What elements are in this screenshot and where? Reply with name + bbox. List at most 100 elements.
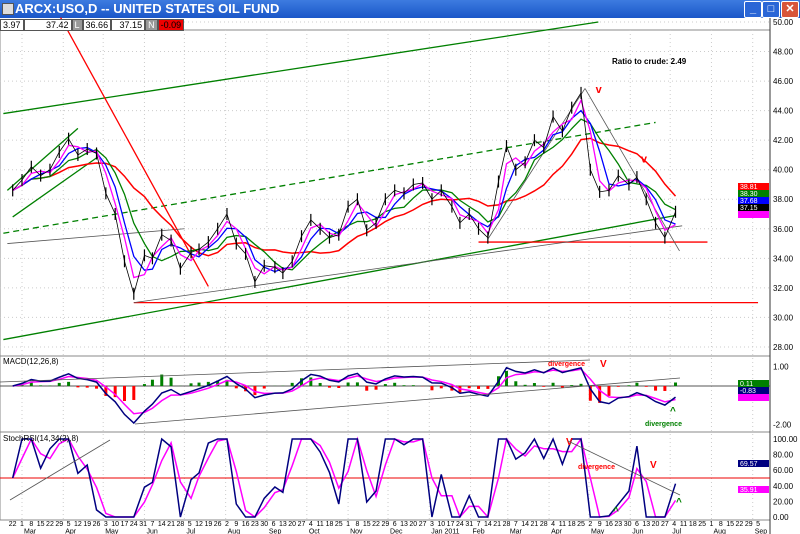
- close-button[interactable]: ✕: [781, 1, 799, 18]
- change-label: N: [145, 19, 158, 31]
- x-tick-day: 14: [484, 521, 492, 528]
- x-tick-day: 22: [46, 521, 54, 528]
- x-tick-day: 23: [251, 521, 259, 528]
- stoch-line: [11, 437, 677, 518]
- x-tick-day: 11: [317, 521, 324, 528]
- x-tick-day: 16: [605, 521, 613, 528]
- x-month-label: Sep: [269, 529, 282, 534]
- x-tick-day: 7: [514, 521, 518, 528]
- x-tick-day: 12: [195, 521, 203, 528]
- x-tick-day: 8: [719, 521, 723, 528]
- macd-mark: divergence: [548, 361, 585, 368]
- last-value-label: 38.30: [740, 191, 758, 198]
- change-value: -0.09: [157, 19, 185, 31]
- price-tick-label: 46.00: [773, 77, 794, 86]
- price-tick-label: 34.00: [773, 254, 794, 263]
- x-tick-day: 18: [326, 521, 334, 528]
- last-value-box: [738, 204, 769, 211]
- maximize-button[interactable]: □: [762, 1, 780, 18]
- app-icon: [2, 3, 14, 15]
- x-tick-day: 29: [55, 521, 63, 528]
- x-tick-day: 27: [419, 521, 427, 528]
- macd-trendline: [134, 377, 681, 425]
- x-tick-day: 15: [363, 521, 371, 528]
- x-tick-day: 30: [624, 521, 632, 528]
- x-month-label: Jun: [632, 529, 643, 534]
- x-tick-day: 11: [559, 521, 566, 528]
- x-tick-day: 29: [745, 521, 753, 528]
- trendline: [12, 157, 97, 218]
- title-bar[interactable]: ARCX:USO,D -- UNITED STATES OIL FUND _ □…: [0, 0, 800, 18]
- x-tick-day: 28: [540, 521, 548, 528]
- minimize-button[interactable]: _: [744, 1, 762, 18]
- x-tick-day: 25: [698, 521, 706, 528]
- x-tick-day: 25: [577, 521, 585, 528]
- x-tick-day: 14: [158, 521, 166, 528]
- x-tick-day: 3: [430, 521, 434, 528]
- last-value-label: 69.57: [740, 461, 758, 468]
- x-tick-day: 15: [37, 521, 45, 528]
- x-tick-day: 19: [83, 521, 91, 528]
- x-month-label: Mar: [510, 529, 523, 534]
- stoch-tick-label: 40.00: [773, 482, 794, 491]
- x-tick-day: 20: [652, 521, 660, 528]
- macd-tick-label: -2.00: [773, 421, 792, 430]
- x-tick-day: 9: [234, 521, 238, 528]
- x-tick-day: 19: [204, 521, 212, 528]
- x-tick-day: 1: [20, 521, 24, 528]
- x-tick-day: 23: [614, 521, 622, 528]
- last-value-label: -0.83: [740, 388, 756, 395]
- ma-fast-line: [12, 98, 676, 279]
- x-tick-day: 11: [680, 521, 687, 528]
- ratio-annotation: Ratio to crude: 2.49: [612, 57, 687, 66]
- x-tick-day: 5: [188, 521, 192, 528]
- x-tick-day: 22: [9, 521, 17, 528]
- x-month-label: Aug: [713, 529, 726, 534]
- x-tick-day: 14: [521, 521, 529, 528]
- ma-mid-line: [12, 109, 676, 273]
- x-tick-day: 17: [121, 521, 129, 528]
- x-tick-day: 2: [225, 521, 229, 528]
- x-tick-day: 18: [568, 521, 576, 528]
- stoch-tick-label: 0.00: [773, 513, 789, 522]
- macd-mark: divergence: [645, 421, 682, 428]
- stoch-tick-label: 20.00: [773, 497, 794, 506]
- x-month-label: Apr: [551, 529, 563, 534]
- x-tick-day: 24: [456, 521, 464, 528]
- trendline: [60, 17, 209, 287]
- stoch-trendline: [9, 439, 111, 501]
- x-tick-day: 27: [298, 521, 306, 528]
- x-tick-day: 28: [503, 521, 511, 528]
- x-tick-day: 25: [335, 521, 343, 528]
- high-value: 37.42: [23, 19, 72, 31]
- x-month-label: Jan 2011: [431, 529, 459, 534]
- x-tick-day: 10: [437, 521, 445, 528]
- x-tick-day: 29: [381, 521, 389, 528]
- last-value-box: [738, 183, 769, 190]
- stoch-title: StochRSI(14,34(2),8): [3, 434, 79, 443]
- close-value: 37.15: [111, 19, 146, 31]
- x-month-label: Apr: [65, 529, 77, 534]
- macd-title: MACD(12,26,8): [3, 357, 59, 366]
- x-tick-day: 22: [372, 521, 380, 528]
- x-tick-day: 7: [477, 521, 481, 528]
- x-tick-day: 6: [272, 521, 276, 528]
- trendline: [3, 214, 676, 341]
- x-tick-day: 31: [465, 521, 473, 528]
- open-value: 3.97: [0, 19, 24, 31]
- trendline: [487, 88, 586, 240]
- price-tick-label: 38.00: [773, 195, 794, 204]
- x-month-label: May: [105, 529, 119, 534]
- x-tick-day: 20: [288, 521, 296, 528]
- x-tick-day: 10: [111, 521, 119, 528]
- macd-trendline: [0, 359, 591, 383]
- x-tick-day: 26: [214, 521, 222, 528]
- last-value-label: 38.81: [740, 184, 758, 191]
- macd-mark: V: [600, 359, 607, 370]
- price-tick-label: 44.00: [773, 107, 794, 116]
- x-tick-day: 13: [279, 521, 287, 528]
- x-month-label: Jul: [672, 529, 681, 534]
- x-tick-day: 31: [139, 521, 147, 528]
- x-month-label: Jun: [146, 529, 157, 534]
